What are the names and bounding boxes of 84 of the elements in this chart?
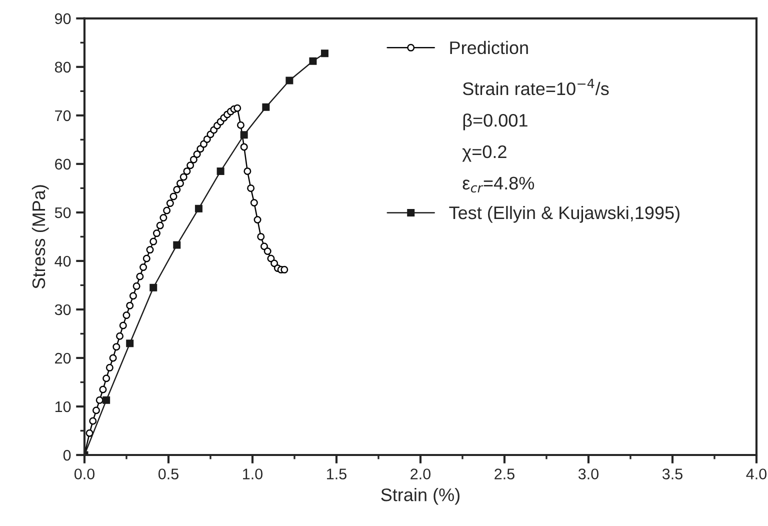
point (186, 162, 194, 170)
point (194, 204, 202, 212)
y-tick-label: 80 (54, 62, 71, 73)
y-tick-label: 0 (63, 450, 71, 461)
x-tick-label: 1.5 (327, 468, 346, 480)
point (150, 284, 158, 292)
point (280, 266, 288, 274)
point (234, 104, 242, 112)
x-tick-label: 2.5 (494, 468, 514, 480)
point (119, 322, 127, 330)
point (86, 429, 94, 437)
y-axis-title: Stress (MPa) (32, 185, 49, 289)
annotation: χ=0.2 (462, 145, 506, 162)
point (240, 143, 248, 151)
point (170, 192, 178, 200)
point (129, 292, 137, 300)
point (254, 216, 262, 224)
annotation: Strain rate=10$^{−4}$/s (462, 78, 609, 96)
point (122, 312, 130, 320)
annotation: ε$_{cr}$=4.8% (462, 176, 534, 193)
point (176, 180, 184, 188)
point (109, 354, 117, 362)
x-tick-label: 2.0 (410, 468, 430, 480)
point (126, 302, 134, 310)
point (216, 167, 224, 175)
x-tick-label: 1.0 (243, 468, 262, 480)
point (244, 167, 252, 175)
point (173, 186, 181, 194)
x-tick-label: 3.0 (578, 468, 598, 480)
point (99, 386, 107, 394)
point (156, 222, 164, 230)
y-tick-label: 70 (55, 110, 71, 122)
point (146, 246, 154, 254)
point (160, 214, 168, 222)
point (166, 199, 174, 207)
point (96, 396, 104, 404)
point (270, 260, 278, 268)
point (320, 50, 328, 58)
point (140, 264, 148, 272)
point (92, 406, 100, 414)
y-tick-label: 60 (55, 158, 71, 170)
point (126, 340, 134, 348)
point (132, 282, 140, 290)
point (150, 238, 158, 246)
x-tick-label: 4.0 (746, 468, 766, 480)
y-tick-label: 20 (55, 352, 71, 364)
point (102, 374, 110, 382)
point (240, 131, 248, 139)
point (180, 173, 188, 181)
point (152, 230, 160, 238)
point (236, 121, 244, 129)
point (286, 76, 294, 84)
annotation: β=0.001 (463, 113, 528, 130)
y-tick-label: 90 (55, 13, 71, 24)
y-tick-label: 40 (54, 256, 71, 267)
point (264, 248, 272, 256)
point (163, 206, 171, 214)
legend-label: Prediction (450, 40, 528, 54)
point (173, 241, 181, 249)
point (89, 417, 97, 425)
point (116, 332, 124, 340)
point (193, 150, 201, 158)
x-tick-label: 0.5 (158, 468, 178, 480)
y-tick-label: 50 (54, 207, 71, 218)
point (250, 198, 258, 206)
x-tick-label: 3.5 (662, 468, 682, 480)
point (262, 103, 270, 111)
point (142, 254, 150, 262)
legend-label: Test (Ellyin & Kujawski,1995) (449, 206, 680, 223)
point (106, 364, 114, 372)
point (183, 167, 191, 175)
x-tick-label: 0.0 (74, 468, 94, 480)
point (136, 272, 144, 280)
point (112, 343, 120, 351)
point (247, 184, 255, 192)
y-tick-label: 30 (54, 304, 71, 316)
point (203, 135, 211, 143)
point (102, 396, 110, 404)
point (260, 242, 268, 250)
point (309, 57, 317, 65)
point (257, 232, 265, 240)
y-tick-label: 10 (55, 401, 71, 412)
x-axis-title: Strain (%) (381, 488, 460, 505)
point (190, 156, 198, 164)
